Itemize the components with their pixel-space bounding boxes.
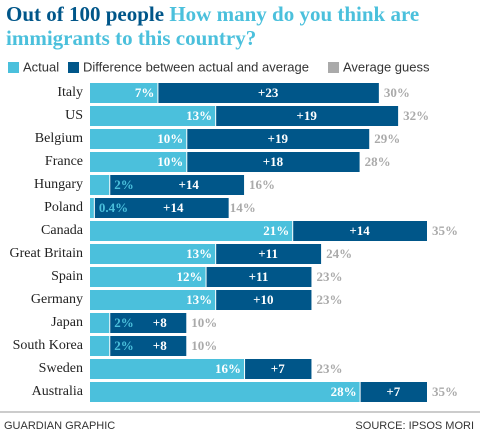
value-label: 2% [114, 338, 134, 353]
bar-difference [158, 83, 379, 103]
source: SOURCE: IPSOS MORI [355, 420, 474, 432]
average-guess-label: 32% [403, 108, 429, 123]
legend-label: Actual [23, 59, 59, 74]
bar-difference [293, 221, 427, 241]
value-label: +11 [258, 246, 278, 261]
bar-actual [90, 175, 110, 195]
bar-actual [90, 382, 360, 402]
bar-difference [216, 106, 399, 126]
bar-actual [90, 313, 110, 333]
average-guess-label: 23% [316, 292, 342, 307]
bar-difference [245, 359, 312, 379]
bar-difference [206, 267, 312, 287]
bar-difference [94, 198, 229, 218]
title-block: Out of 100 people How many do you think … [6, 2, 446, 50]
y-tick-label: Sweden [39, 361, 83, 376]
value-label: 13% [186, 108, 212, 123]
value-label: +14 [163, 200, 184, 215]
bar-actual [90, 221, 293, 241]
chart-subtitle: How many do you think are immigrants to … [6, 2, 420, 50]
value-label: +7 [386, 384, 400, 399]
value-label: +8 [153, 315, 167, 330]
average-guess-label: 24% [326, 246, 352, 261]
average-guess-label: 29% [374, 131, 400, 146]
value-label: +14 [349, 223, 370, 238]
y-tick-label: Japan [51, 315, 83, 330]
legend-label: Difference between actual and average [83, 59, 309, 74]
value-label: +7 [271, 361, 285, 376]
bar-actual [90, 336, 110, 356]
average-guess-label: 14% [230, 200, 256, 215]
bar-difference [187, 129, 370, 149]
y-tick-label: Spain [51, 269, 83, 284]
value-label: 0.4% [99, 200, 128, 215]
credit: GUARDIAN GRAPHIC [4, 420, 115, 432]
value-label: +14 [178, 177, 199, 192]
y-tick-label: Poland [44, 200, 83, 215]
chart-title: Out of 100 people [6, 2, 165, 26]
average-guess-label: 23% [316, 269, 342, 284]
average-guess-label: 35% [432, 223, 458, 238]
value-label: +10 [253, 292, 273, 307]
value-label: +18 [263, 154, 284, 169]
bar-difference [110, 313, 187, 333]
y-tick-label: Belgium [35, 131, 83, 146]
bar-difference [360, 382, 427, 402]
legend-label: Average guess [343, 59, 430, 74]
value-label: +8 [153, 338, 167, 353]
bar-actual [90, 106, 216, 126]
value-label: 10% [157, 154, 183, 169]
legend-swatch [68, 62, 79, 73]
average-guess-label: 28% [365, 154, 391, 169]
average-guess-label: 16% [249, 177, 275, 192]
value-label: 21% [263, 223, 289, 238]
bar-actual [90, 244, 216, 264]
bar-difference [110, 336, 187, 356]
y-tick-label: Italy [57, 85, 83, 100]
value-label: 13% [186, 292, 212, 307]
y-tick-label: Australia [32, 384, 84, 399]
y-tick-label: Germany [31, 292, 83, 307]
value-label: 2% [114, 177, 134, 192]
average-guess-label: 23% [316, 361, 342, 376]
y-tick-label: Great Britain [10, 246, 83, 261]
value-label: 12% [177, 269, 203, 284]
bar-actual [90, 129, 187, 149]
bar-difference [187, 152, 360, 172]
y-tick-label: France [45, 154, 83, 169]
value-label: 2% [114, 315, 134, 330]
legend-swatch [8, 62, 19, 73]
bar-difference [216, 290, 312, 310]
y-tick-label: Canada [41, 223, 84, 238]
bar-difference [110, 175, 245, 195]
y-tick-label: US [65, 108, 83, 123]
average-guess-label: 30% [384, 85, 410, 100]
y-tick-label: Hungary [34, 177, 83, 192]
value-label: 7% [135, 85, 155, 100]
average-guess-label: 10% [191, 315, 217, 330]
value-label: +19 [268, 131, 289, 146]
bar-actual [90, 198, 94, 218]
bar-difference [216, 244, 322, 264]
bar-actual [90, 152, 187, 172]
y-tick-label: South Korea [13, 338, 84, 353]
value-label: +11 [249, 269, 269, 284]
bar-actual [90, 359, 245, 379]
bar-actual [90, 290, 216, 310]
value-label: +19 [296, 108, 317, 123]
legend-swatch [328, 62, 339, 73]
value-label: 28% [331, 384, 357, 399]
bar-actual [90, 267, 206, 287]
average-guess-label: 35% [432, 384, 458, 399]
value-label: 10% [157, 131, 183, 146]
bar-actual [90, 83, 158, 103]
value-label: 13% [186, 246, 212, 261]
value-label: 16% [215, 361, 241, 376]
average-guess-label: 10% [191, 338, 217, 353]
value-label: +23 [258, 85, 279, 100]
